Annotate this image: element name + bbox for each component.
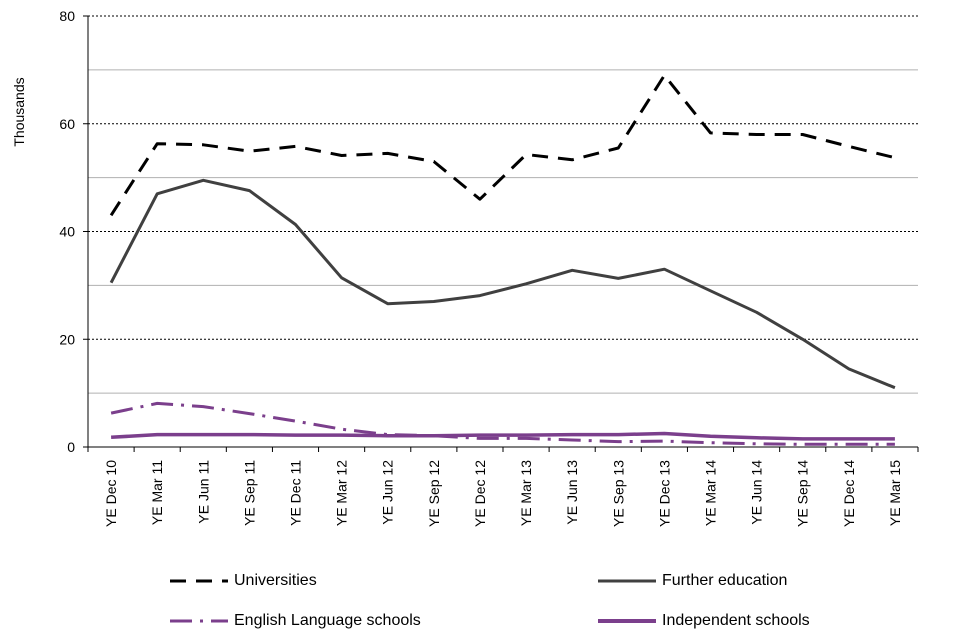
legend: Universities Further education English L… (0, 560, 960, 640)
legend-item-independent-schools: Independent schools (596, 610, 810, 632)
axes (83, 15, 919, 452)
x-tick-label: YE Sep 14 (795, 460, 811, 527)
x-tick-label: YE Mar 12 (334, 460, 350, 526)
x-tick-label: YE Mar 14 (703, 460, 719, 526)
x-tick-label: YE Sep 13 (610, 460, 626, 527)
x-tick-label: YE Sep 11 (241, 460, 257, 526)
legend-label-english-language-schools: English Language schools (234, 612, 421, 629)
x-tick-label: YE Jun 14 (749, 460, 765, 525)
legend-swatch-independent-schools (598, 619, 656, 623)
x-tick-label: YE Jun 12 (380, 460, 396, 525)
x-tick-label: YE Dec 11 (288, 460, 304, 526)
legend-swatch-further-education (598, 579, 656, 583)
y-tick-labels: 0 20 40 60 80 (59, 8, 75, 455)
legend-label-universities: Universities (234, 572, 317, 589)
legend-swatch-universities (170, 579, 228, 583)
y-tick-label: 60 (59, 116, 75, 132)
legend-swatch-english-language-schools (170, 619, 228, 623)
x-tick-label: YE Sep 12 (426, 460, 442, 527)
x-tick-labels: YE Dec 10 YE Mar 11 YE Jun 11 YE Sep 11 YE D… (103, 460, 903, 527)
y-tick-label: 20 (59, 331, 75, 347)
y-tick-label: 40 (59, 224, 75, 240)
y-tick-label: 0 (67, 439, 75, 455)
legend-item-universities: Universities (168, 570, 317, 592)
legend-item-english-language-schools: English Language schools (168, 610, 421, 632)
x-tick-label: YE Dec 14 (841, 460, 857, 527)
gridlines (88, 15, 918, 394)
series-line-further-education (109, 178, 896, 390)
legend-label-independent-schools: Independent schools (662, 612, 810, 629)
y-tick-label: 80 (59, 8, 75, 24)
x-tick-label: YE Mar 13 (518, 460, 534, 526)
series-line-english-language-schools (110, 401, 895, 446)
y-axis-label: Thousands (11, 77, 27, 146)
legend-label-further-education: Further education (662, 572, 788, 589)
legend-item-further-education: Further education (596, 570, 787, 592)
series-line-independent-schools (110, 431, 895, 441)
x-tick-label: YE Dec 13 (656, 460, 672, 527)
x-tick-label: YE Mar 15 (887, 460, 903, 526)
x-tick-label: YE Dec 10 (103, 460, 119, 527)
x-tick-label: YE Mar 11 (149, 460, 165, 525)
x-tick-label: YE Jun 11 (195, 460, 211, 524)
series-lines (109, 73, 896, 446)
x-tick-label: YE Dec 12 (472, 460, 488, 527)
x-tick-label: YE Jun 13 (564, 460, 580, 525)
series-line-universities (109, 73, 896, 217)
